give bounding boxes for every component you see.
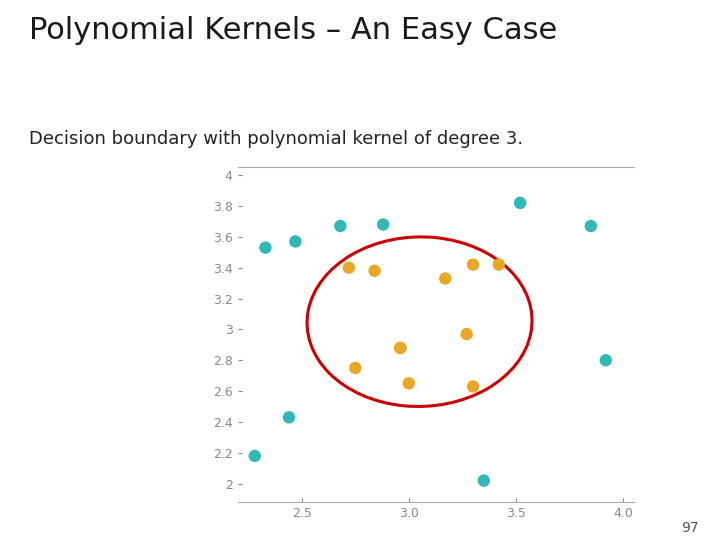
Point (493, 260, 505, 269)
Point (461, 330, 472, 339)
Point (467, 382, 479, 391)
Point (249, 451, 261, 460)
Point (343, 264, 355, 272)
Text: Polynomial Kernels – An Easy Case: Polynomial Kernels – An Easy Case (29, 16, 557, 45)
Point (439, 274, 451, 283)
Point (289, 237, 301, 246)
Point (403, 379, 415, 388)
Point (467, 260, 479, 269)
Point (283, 413, 294, 422)
Point (369, 266, 380, 275)
Text: 97: 97 (681, 521, 698, 535)
Point (350, 363, 361, 372)
Point (260, 244, 271, 252)
Point (395, 343, 406, 352)
Point (514, 199, 526, 207)
Text: Decision boundary with polynomial kernel of degree 3.: Decision boundary with polynomial kernel… (29, 130, 523, 147)
Point (395, 343, 406, 352)
Point (377, 220, 389, 229)
Point (600, 356, 611, 364)
Point (478, 476, 490, 485)
Point (335, 222, 346, 231)
Point (585, 222, 597, 231)
